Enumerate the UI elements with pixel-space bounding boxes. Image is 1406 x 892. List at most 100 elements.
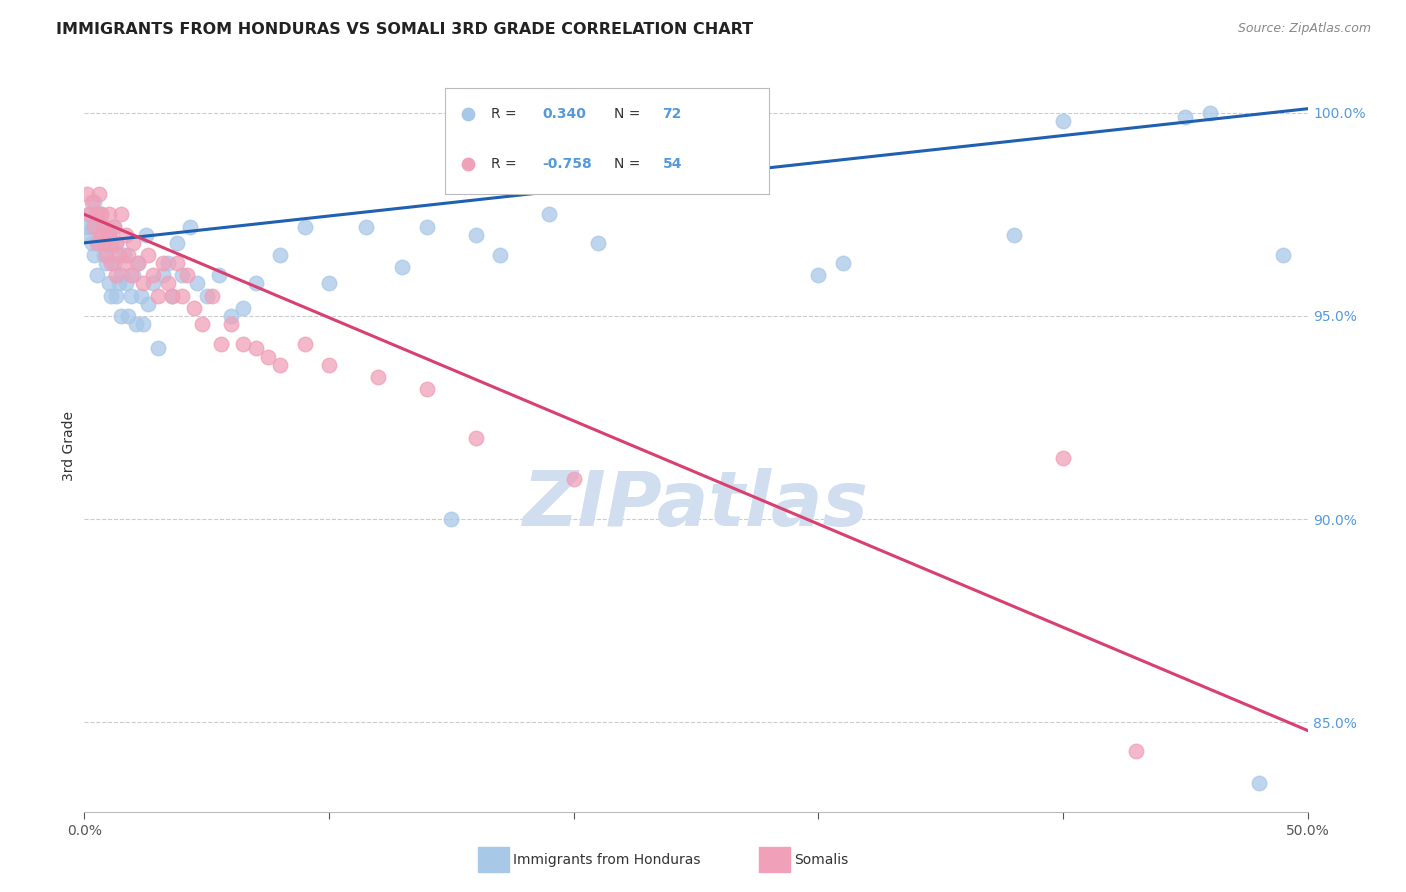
Point bbox=[538, 207, 561, 221]
Point bbox=[77, 207, 100, 221]
Point bbox=[162, 288, 184, 302]
Point bbox=[93, 219, 115, 234]
Point bbox=[87, 235, 110, 250]
Point bbox=[105, 268, 128, 283]
Point bbox=[96, 248, 118, 262]
Point bbox=[172, 268, 194, 283]
Point bbox=[127, 256, 149, 270]
Point bbox=[90, 207, 112, 221]
Point bbox=[120, 268, 142, 283]
Point bbox=[1052, 451, 1074, 466]
Point bbox=[152, 268, 174, 283]
Point bbox=[464, 227, 486, 242]
Point bbox=[80, 195, 103, 210]
Point bbox=[209, 337, 232, 351]
Point bbox=[100, 288, 122, 302]
Point bbox=[77, 227, 100, 242]
Point bbox=[172, 288, 194, 302]
Point bbox=[129, 288, 152, 302]
Point bbox=[391, 260, 413, 275]
Point bbox=[162, 288, 184, 302]
Point bbox=[831, 256, 853, 270]
Point bbox=[97, 207, 120, 221]
Point bbox=[146, 342, 169, 356]
Point bbox=[83, 195, 105, 210]
Point bbox=[257, 350, 280, 364]
Point bbox=[100, 235, 122, 250]
Point bbox=[136, 297, 159, 311]
Point bbox=[105, 235, 128, 250]
Text: Somalis: Somalis bbox=[794, 853, 849, 867]
Point bbox=[122, 235, 145, 250]
Point bbox=[83, 219, 105, 234]
Point bbox=[96, 256, 118, 270]
Point bbox=[232, 301, 254, 315]
Point bbox=[245, 277, 267, 291]
Point bbox=[464, 431, 486, 445]
Point bbox=[93, 235, 115, 250]
Point bbox=[76, 187, 98, 202]
Point bbox=[117, 309, 139, 323]
Point bbox=[186, 277, 208, 291]
Point bbox=[440, 512, 463, 526]
Point bbox=[115, 277, 138, 291]
Point bbox=[136, 248, 159, 262]
Point bbox=[1198, 105, 1220, 120]
Point bbox=[176, 268, 198, 283]
Point bbox=[110, 207, 132, 221]
Point bbox=[105, 235, 128, 250]
Point bbox=[269, 358, 291, 372]
Point bbox=[318, 358, 340, 372]
Point bbox=[146, 288, 169, 302]
Point bbox=[152, 256, 174, 270]
Point bbox=[86, 235, 108, 250]
Point bbox=[125, 317, 148, 331]
Point bbox=[110, 309, 132, 323]
Text: ZIPatlas: ZIPatlas bbox=[523, 467, 869, 541]
Point bbox=[294, 219, 316, 234]
Point bbox=[807, 268, 830, 283]
Point bbox=[93, 219, 115, 234]
Point bbox=[112, 248, 135, 262]
Point bbox=[122, 268, 145, 283]
Point bbox=[200, 288, 222, 302]
Text: Source: ZipAtlas.com: Source: ZipAtlas.com bbox=[1237, 22, 1371, 36]
Point bbox=[1052, 114, 1074, 128]
Point bbox=[86, 207, 108, 221]
Point bbox=[90, 227, 112, 242]
Point bbox=[1002, 227, 1025, 242]
Point bbox=[219, 317, 242, 331]
Point bbox=[179, 219, 201, 234]
Point bbox=[97, 227, 120, 242]
Point bbox=[166, 235, 188, 250]
Point bbox=[90, 207, 112, 221]
Point bbox=[142, 277, 165, 291]
Point bbox=[87, 187, 110, 202]
Point bbox=[416, 219, 439, 234]
Point bbox=[208, 268, 231, 283]
Point bbox=[132, 317, 155, 331]
Point bbox=[107, 277, 129, 291]
Text: Immigrants from Honduras: Immigrants from Honduras bbox=[513, 853, 700, 867]
Point bbox=[103, 219, 125, 234]
Point bbox=[219, 309, 242, 323]
Point bbox=[135, 227, 157, 242]
Point bbox=[97, 227, 120, 242]
Y-axis label: 3rd Grade: 3rd Grade bbox=[62, 411, 76, 481]
Point bbox=[90, 227, 112, 242]
Point bbox=[93, 248, 115, 262]
Point bbox=[112, 256, 135, 270]
Point bbox=[586, 235, 609, 250]
Point bbox=[96, 235, 118, 250]
Point bbox=[87, 215, 110, 229]
Point bbox=[354, 219, 377, 234]
Point bbox=[156, 256, 179, 270]
Point bbox=[191, 317, 214, 331]
Point bbox=[195, 288, 218, 302]
Point bbox=[416, 382, 439, 396]
Point bbox=[367, 370, 389, 384]
Point bbox=[76, 219, 98, 234]
Point bbox=[156, 277, 179, 291]
Point bbox=[100, 240, 122, 254]
Point bbox=[127, 256, 149, 270]
